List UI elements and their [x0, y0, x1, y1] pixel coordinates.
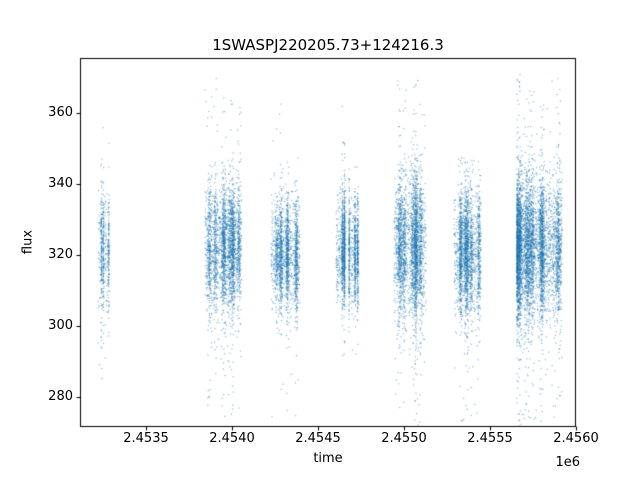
y-tick-label: 280 [48, 389, 73, 404]
x-tick-label: 2.4560 [553, 431, 599, 446]
y-axis-label: flux [20, 229, 36, 255]
x-tick-label: 2.4540 [209, 431, 255, 446]
x-tick-label: 2.4550 [381, 431, 427, 446]
y-tick-label: 340 [48, 176, 73, 191]
x-axis-offset-label: 1e6 [555, 455, 580, 470]
x-tick-label: 2.4545 [295, 431, 341, 446]
y-tick-label: 360 [48, 105, 73, 120]
x-tick-label: 2.4535 [123, 431, 169, 446]
y-tick-label: 320 [48, 247, 73, 262]
y-tick-label: 300 [48, 318, 73, 333]
chart-title: 1SWASPJ220205.73+124216.3 [212, 36, 444, 54]
x-axis-label: time [313, 451, 343, 466]
x-tick-label: 2.4555 [467, 431, 513, 446]
